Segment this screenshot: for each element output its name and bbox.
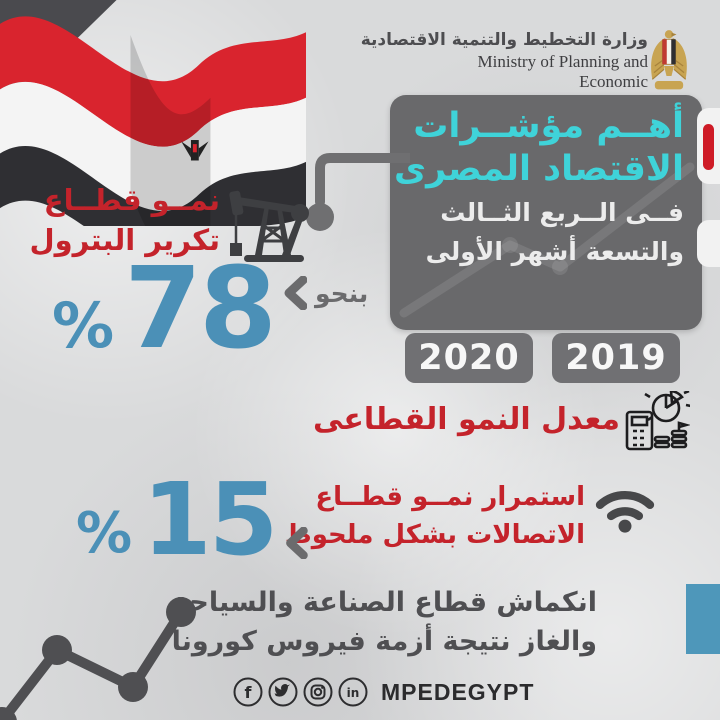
oil-pumpjack-icon	[229, 190, 309, 262]
year-badge-2020: 2020	[405, 333, 533, 383]
instagram-icon	[303, 677, 333, 707]
percent-sign: %	[52, 289, 115, 363]
telecom-value: % 15	[76, 461, 278, 578]
petroleum-percentage: 78	[124, 244, 277, 374]
title-box: أهــم مؤشــرات الاقتصاد المصرى فــى الــ…	[390, 95, 702, 330]
year-2019-label: 2019	[565, 338, 667, 378]
percent-sign: %	[76, 501, 133, 566]
red-marker-bar	[703, 124, 714, 170]
subtitle-line2: والتسعة أشهر الأولى	[425, 237, 684, 267]
telecom-percentage: 15	[142, 461, 278, 578]
ministry-name-english-line1: Ministry of Planning and Economic	[477, 52, 648, 92]
side-marker-box-2	[697, 220, 720, 267]
svg-text:in: in	[347, 686, 360, 700]
petroleum-qualifier: بنحو	[315, 278, 369, 308]
footer-social-row: f in MPEDEGYPT	[233, 677, 534, 707]
chevron-left-icon	[284, 276, 307, 310]
year-badge-2019: 2019	[552, 333, 680, 383]
year-2020-label: 2020	[418, 338, 520, 378]
telecom-label: استمرار نمــو قطــاع الاتصالات بشكل ملحو…	[284, 479, 585, 554]
teal-marker-bar	[686, 584, 720, 654]
contraction-label: انكماش قطاع الصناعة والسياحة والغاز نتيج…	[171, 583, 597, 661]
petroleum-label-line2: تكرير البترول	[29, 223, 220, 258]
egypt-flag-ribbon	[0, 0, 306, 226]
social-handle: MPEDEGYPT	[381, 678, 535, 705]
ministry-name-arabic: وزارة التخطيط والتنمية الاقتصادية	[360, 30, 648, 50]
svg-text:f: f	[245, 683, 253, 702]
title-line2: الاقتصاد المصرى	[394, 148, 684, 189]
calculator-pie-chart-icon	[625, 391, 690, 451]
petroleum-label: نمــو قطــاع تكرير البترول	[25, 180, 220, 260]
connector-line	[306, 153, 410, 231]
contraction-line1: انكماش قطاع الصناعة والسياحة	[173, 587, 597, 618]
section-label: معدل النمو القطاعى	[313, 402, 620, 437]
telecom-label-line1: استمرار نمــو قطــاع	[315, 482, 585, 512]
contraction-line2: والغاز نتيجة أزمة فيروس كورونا	[171, 626, 597, 658]
facebook-icon: f	[233, 677, 263, 707]
chevron-left-icon	[286, 527, 308, 559]
petroleum-label-line1: نمــو قطــاع	[43, 183, 220, 217]
wifi-icon	[595, 491, 655, 533]
subtitle-line1: فــى الــربع الثــالث	[440, 198, 684, 228]
petroleum-qualifier-row: بنحو	[283, 276, 368, 310]
egypt-eagle-crest-icon	[651, 30, 687, 90]
petroleum-value: % 78	[52, 244, 277, 374]
linkedin-icon: in	[338, 677, 368, 707]
title-watermark-chart	[399, 162, 695, 318]
title-line1: أهــم مؤشــرات	[413, 106, 684, 146]
telecom-label-line2: الاتصالات بشكل ملحوظ	[284, 519, 585, 550]
twitter-icon	[268, 677, 298, 707]
line-chart-decoration	[0, 597, 196, 720]
